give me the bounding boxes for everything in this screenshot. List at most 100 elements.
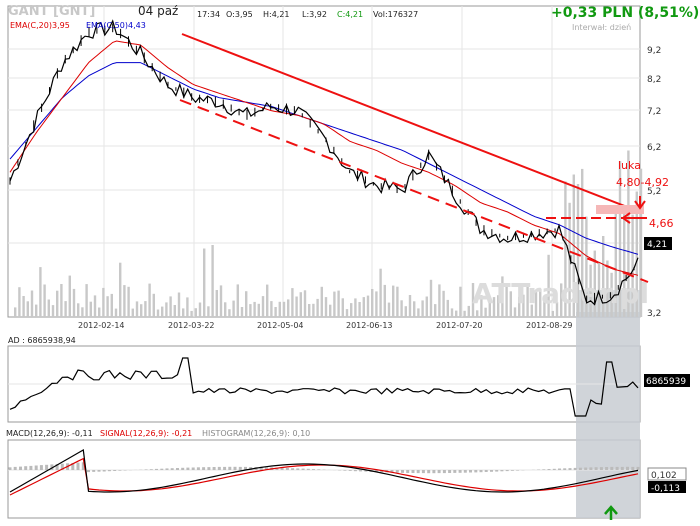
ema20-legend: EMA(C,20)3,95 <box>10 21 70 30</box>
histogram-bar <box>579 468 582 470</box>
volume-bar <box>421 300 423 317</box>
histogram-bar <box>464 470 467 473</box>
histogram-bar <box>166 468 169 470</box>
histogram-bar <box>631 467 634 470</box>
macd-value-2: -0,113 <box>651 484 680 494</box>
histogram-bar <box>480 470 483 472</box>
histogram-bar <box>124 470 127 471</box>
histogram-bar <box>443 470 446 473</box>
histogram-bar <box>422 470 425 473</box>
volume-bar <box>207 306 209 317</box>
histogram-bar <box>343 470 346 471</box>
histogram-bar <box>317 469 320 470</box>
histogram-bar <box>150 469 153 470</box>
volume-bar <box>400 300 402 317</box>
histogram-bar <box>511 470 514 471</box>
volume-bar <box>157 310 159 318</box>
volume-bar <box>216 290 218 317</box>
histogram-bar <box>98 470 101 472</box>
histogram-bar <box>223 467 226 470</box>
volume-bar <box>73 289 75 317</box>
volume-bar <box>459 287 461 317</box>
low-label: L:3,92 <box>302 10 327 19</box>
volume-bar <box>409 295 411 317</box>
volume-bar <box>312 304 314 317</box>
histogram-bar <box>155 469 158 470</box>
histogram-bar <box>202 467 205 470</box>
volume-bar <box>211 245 213 317</box>
volume-bar <box>119 263 121 317</box>
volume-bar <box>237 284 239 317</box>
volume-bar <box>417 308 419 317</box>
volume-label: Vol:176327 <box>373 10 418 19</box>
volume-bar <box>14 307 16 317</box>
volume-bar <box>258 304 260 317</box>
volume-bar <box>182 308 184 317</box>
volume-bar <box>35 305 37 317</box>
last-price-value: 4,21 <box>647 240 667 250</box>
volume-bar <box>388 303 390 317</box>
histogram-bar <box>192 468 195 471</box>
histogram-bar <box>500 470 503 471</box>
histogram-bar <box>349 470 352 471</box>
histogram-bar <box>181 468 184 470</box>
volume-bar <box>434 304 436 317</box>
volume-bar <box>169 296 171 317</box>
volume-bar <box>262 296 264 317</box>
volume-bar <box>451 308 453 317</box>
histogram-bar <box>610 467 613 470</box>
histogram-bar <box>218 467 221 470</box>
histogram-bar <box>186 468 189 470</box>
histogram-bar <box>605 467 608 470</box>
volume-bar <box>31 291 33 318</box>
level-arrow <box>623 213 647 223</box>
histogram-bar <box>574 468 577 470</box>
volume-bar <box>18 287 20 317</box>
volume-bar <box>199 303 201 318</box>
volume-bar <box>203 249 205 318</box>
histogram-bar <box>354 470 357 471</box>
histogram-bar <box>626 467 629 470</box>
histogram-bar <box>542 469 545 470</box>
volume-bar <box>60 284 62 317</box>
histogram-bar <box>14 467 17 470</box>
histogram-bar <box>438 470 441 473</box>
histogram-bar <box>548 469 551 470</box>
volume-bar <box>438 284 440 317</box>
open-label: O:3,95 <box>226 10 253 19</box>
histogram-bar <box>359 470 362 471</box>
histogram-bar <box>35 466 38 471</box>
volume-bar <box>153 294 155 317</box>
y-tick-label: 3,2 <box>647 309 661 319</box>
histogram-bar <box>228 467 231 470</box>
volume-bar <box>90 302 92 317</box>
histogram-bar <box>616 467 619 470</box>
y-tick-label: 8,2 <box>647 75 661 85</box>
histogram-bar <box>207 467 210 470</box>
ticker-label: GANT [GNT] <box>8 4 95 19</box>
histogram-bar <box>563 468 566 470</box>
volume-bar <box>468 306 470 317</box>
histogram-bar <box>589 467 592 470</box>
ema50-legend: EMA(C,50)4,43 <box>86 21 146 30</box>
volume-bar <box>228 309 230 317</box>
volume-bar <box>447 300 449 317</box>
volume-bar <box>64 301 66 317</box>
volume-bar <box>94 295 96 317</box>
volume-bar <box>115 309 117 317</box>
volume-bar <box>81 307 83 317</box>
histogram-bar <box>40 465 43 470</box>
volume-bar <box>384 285 386 317</box>
y-tick-label: 5,2 <box>647 187 661 197</box>
x-tick-label: 2012-02-14 <box>78 321 125 330</box>
volume-bar <box>132 309 134 317</box>
x-tick-label: 2012-07-20 <box>436 321 483 330</box>
volume-bar <box>98 308 100 318</box>
histogram-label: HISTOGRAM(12,26,9): 0,10 <box>202 429 310 438</box>
volume-bar <box>291 288 293 317</box>
volume-bar <box>463 311 465 317</box>
histogram-bar <box>448 470 451 473</box>
volume-bar <box>111 294 113 317</box>
histogram-bar <box>506 470 509 471</box>
volume-bar <box>241 307 243 317</box>
